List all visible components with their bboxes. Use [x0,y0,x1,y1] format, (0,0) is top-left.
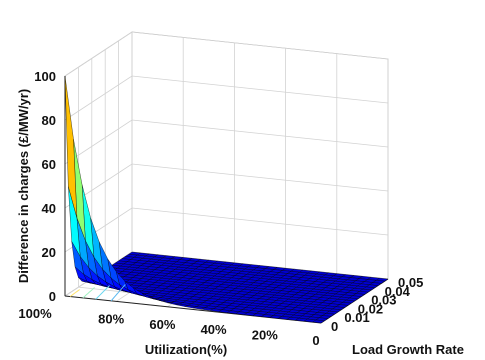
z-axis-label: Difference in charges (£/MW/yr) [16,89,31,283]
floor-contours [69,284,126,302]
x-tick-label: 60% [149,317,175,332]
y-tick-label: 0.03 [371,293,396,308]
surface-cell [64,75,78,218]
floor-contour [95,285,110,300]
axes-panes [64,31,389,297]
floor-contour [82,287,95,299]
z-tick-label: 100 [34,69,56,84]
z-tick-label: 40 [42,201,56,216]
y-tick-label: 0.04 [385,284,411,299]
y-tick-label: 0.05 [398,275,423,290]
z-tick-label: 60 [42,157,56,172]
back-wall [131,31,389,280]
x-axis-label: Utilization(%) [145,342,227,357]
x-tick-label: 80% [98,311,124,326]
z-tick-label: 20 [42,245,56,260]
y-axis-label: Load Growth Rate [352,342,464,357]
y-tick-label: 0 [331,319,338,334]
z-tick-label: 0 [49,289,56,304]
surface-mesh [64,75,389,324]
x-tick-label: 0 [312,333,319,348]
x-tick-label: 20% [252,328,278,343]
x-tick-label: 40% [201,322,227,337]
z-tick-label: 80 [42,113,56,128]
x-tick-label: 100% [18,306,52,321]
y-tick-label: 0.01 [344,310,369,325]
floor-contour [110,284,126,302]
y-tick-label: 0.02 [358,301,383,316]
floor-contour [69,289,80,297]
